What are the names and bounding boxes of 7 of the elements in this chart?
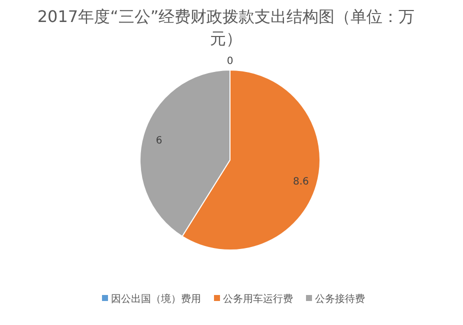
- legend-label: 公务接待费: [315, 293, 365, 305]
- chart-title: 2017年度“三公”经费财政拨款支出结构图（单位：万元）: [36, 6, 416, 50]
- data-label: 8.6: [292, 176, 309, 188]
- data-label: 6: [156, 136, 162, 147]
- legend-label: 公务用车运行费: [223, 293, 293, 305]
- legend-label: 因公出国（境）费用: [111, 293, 201, 305]
- text: 0: [226, 56, 234, 67]
